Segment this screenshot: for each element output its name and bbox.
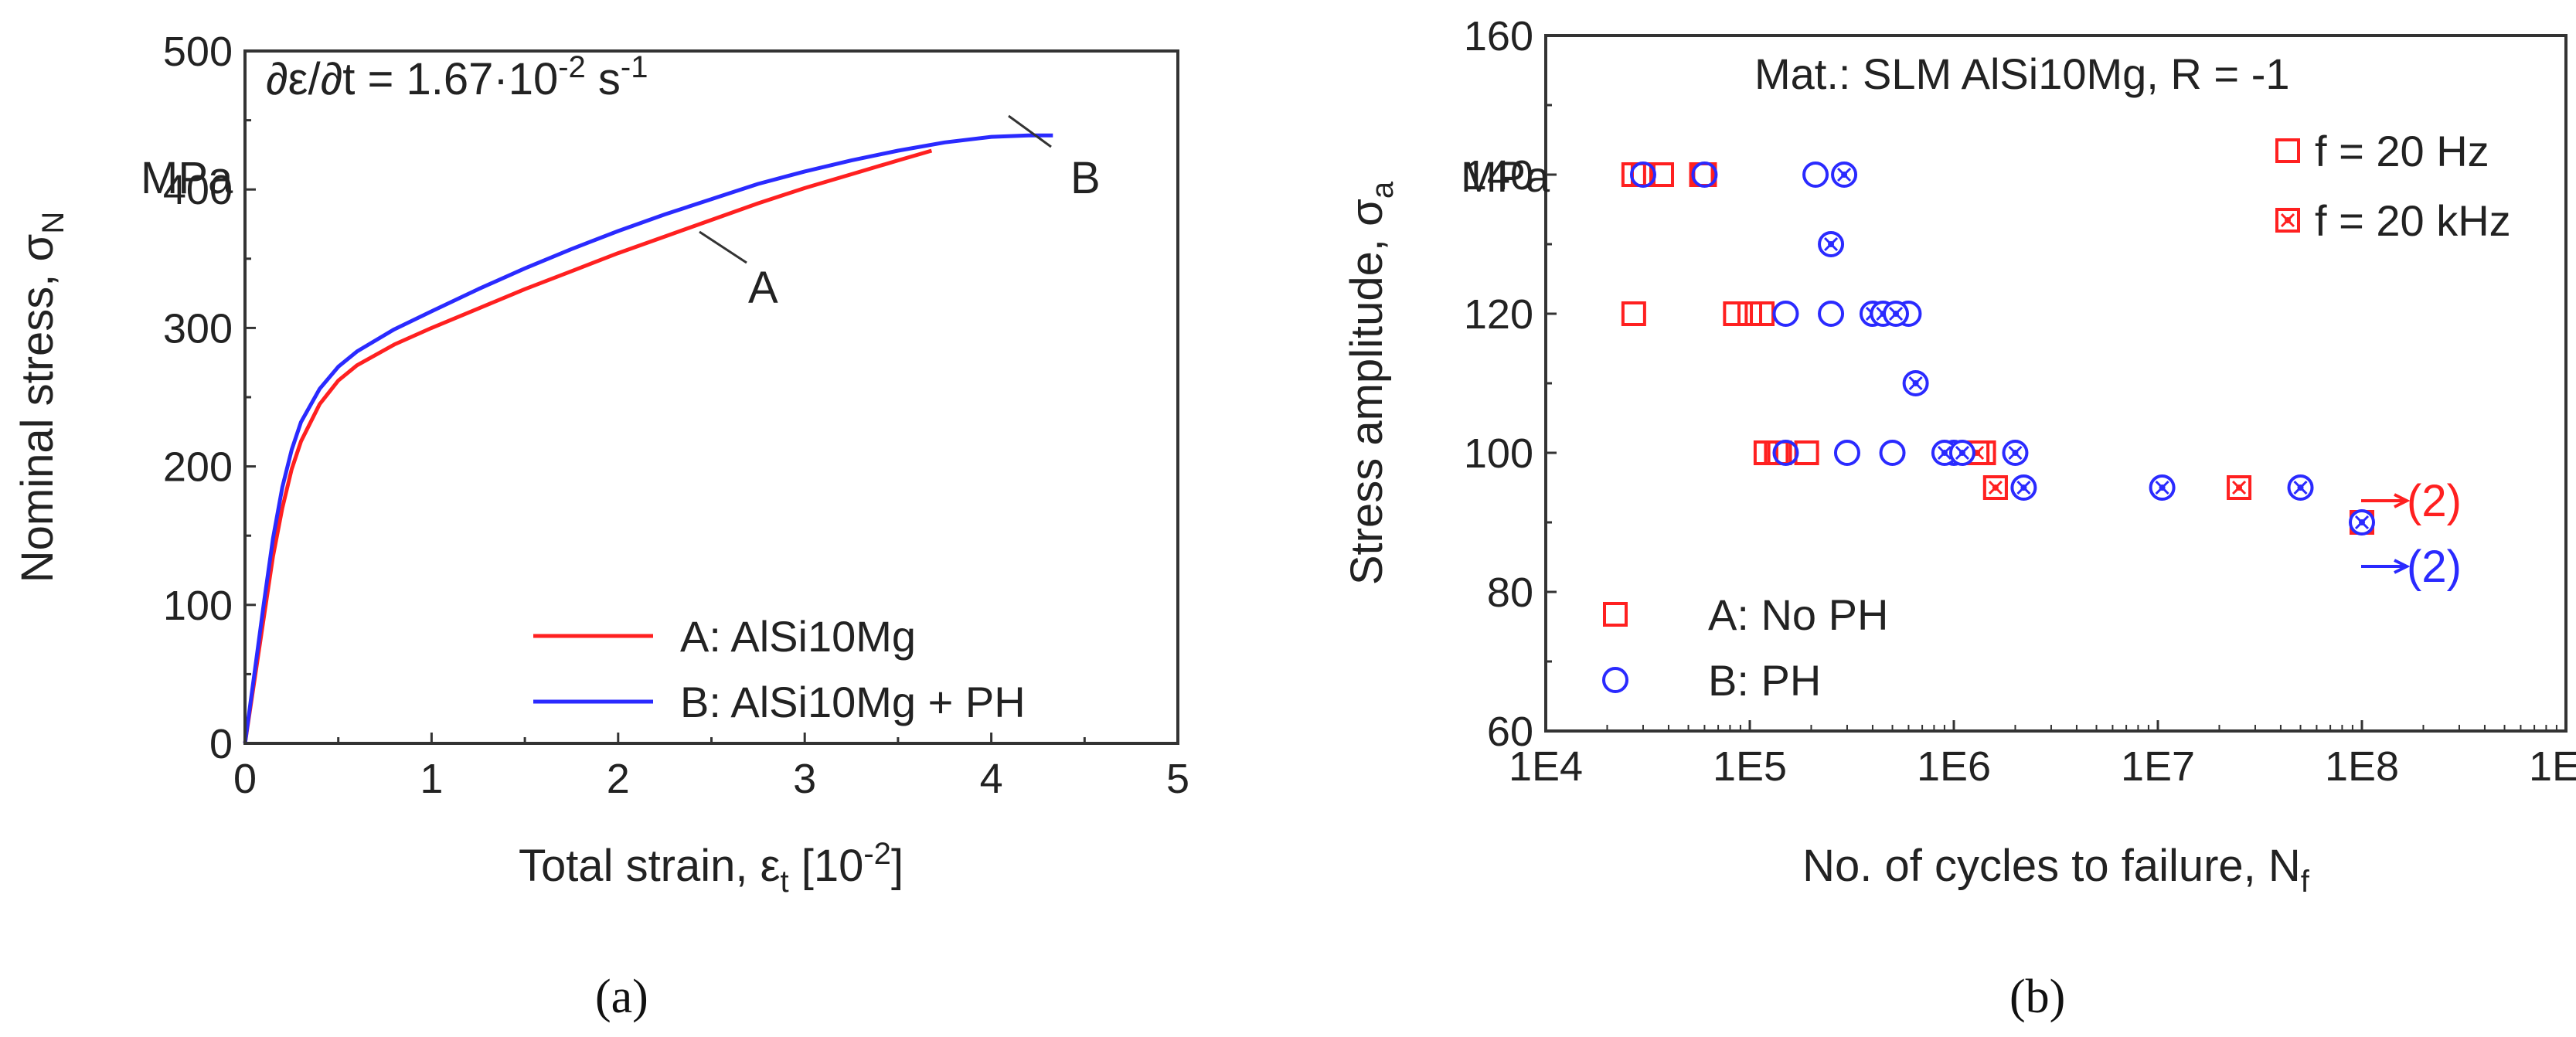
panel-a-x-tick-label: 2 xyxy=(607,756,630,802)
panel-a-y-tick-label: 0 xyxy=(209,721,233,767)
legend-marker-no-ph xyxy=(1603,602,1628,627)
panel-a-x-tick-label: 0 xyxy=(233,756,257,802)
panel-b-x-axis-label: No. of cycles to failure, Nf xyxy=(1802,841,2310,899)
panel-b-x-tick-label: 1E7 xyxy=(2121,743,2195,790)
panel-a-strain-rate-annotation: ∂ε/∂t = 1.67·10-2 s-1 xyxy=(266,50,648,104)
data-point-square xyxy=(1794,440,1819,465)
panel-a-y-axis-label: Nominal stress, σN xyxy=(12,212,70,583)
panel-b-x-tick-label: 1E4 xyxy=(1509,743,1583,790)
panel-b-material-legend: A: No PH B: PH xyxy=(1602,590,1888,705)
data-point-square xyxy=(1621,301,1646,326)
legend-square-icon xyxy=(1603,602,1628,627)
data-point-circle-x xyxy=(2149,474,2176,501)
panel-a-x-tick-label: 5 xyxy=(1166,756,1189,802)
panel-a-y-tick-label: 300 xyxy=(163,305,233,352)
data-point-circle xyxy=(1691,162,1718,188)
data-point-circle xyxy=(1833,440,1860,466)
data-point-circle xyxy=(1772,301,1799,327)
legend-square-open-icon xyxy=(2275,138,2300,163)
series-line-b-alsi10mg-ph xyxy=(243,133,1053,744)
data-point-circle-x xyxy=(2349,509,2375,536)
data-point-circle xyxy=(1818,301,1845,327)
legend-label-20khz: f = 20 kHz xyxy=(2315,196,2511,245)
panel-b-y-tick-label: 120 xyxy=(1464,291,1533,338)
panel-a-x-axis-label: Total strain, εt [10-2] xyxy=(519,837,903,899)
panel-a-y-tick-label: 200 xyxy=(163,444,233,491)
panel-b-y-tick-label: 160 xyxy=(1464,13,1533,60)
panel-b-y-tick-label: 100 xyxy=(1464,430,1533,477)
legend-marker-ph xyxy=(1602,667,1628,693)
panel-b-x-tick-label: 1E9 xyxy=(2529,743,2576,790)
data-point-circle xyxy=(1772,440,1799,466)
legend-marker-20khz xyxy=(2275,208,2300,233)
data-point-circle-x xyxy=(1831,162,1858,188)
data-point-circle-x xyxy=(1902,370,1929,396)
callout-label-a: A xyxy=(748,263,778,313)
panel-a-y-tick-label: 400 xyxy=(163,167,233,213)
caption-b: (b) xyxy=(2009,971,2065,1023)
panel-b-y-tick-label: 60 xyxy=(1487,709,1533,755)
callout-label-b: B xyxy=(1070,153,1101,203)
panel-b-y-unit: MPa xyxy=(1461,152,1550,201)
data-point-circle-x xyxy=(1931,440,1958,466)
panel-a-x-tick-label: 1 xyxy=(420,756,443,802)
panel-a-x-tick-label: 3 xyxy=(793,756,816,802)
panel-b-x-tick-label: 1E5 xyxy=(1713,743,1787,790)
legend-label-a: A: AlSi10Mg xyxy=(680,612,916,661)
panel-b-fatigue-chart: 1E4 1E5 1E6 1E7 1E8 1E9 60 80 100 120 140 160 Mat.… xyxy=(1342,13,2576,1023)
runout-label-red: (2) xyxy=(2407,476,2462,526)
panel-b-material-annotation: Mat.: SLM AlSi10Mg, R = -1 xyxy=(1754,49,2289,98)
data-point-square xyxy=(1649,162,1675,187)
data-point-circle-x xyxy=(2002,440,2029,466)
data-point-square xyxy=(1750,301,1775,326)
data-point-square-x xyxy=(2227,475,2252,500)
data-point-circle-x xyxy=(1948,440,1975,466)
panel-a-tensile-chart: 0 1 2 3 4 5 0 100 200 300 400 500 ∂ε/∂t = 1.67·10-… xyxy=(12,29,1189,1023)
callout-line-a xyxy=(699,230,747,264)
legend-marker-20hz xyxy=(2275,138,2300,163)
runout-arrow-red: (2) xyxy=(2361,476,2462,526)
panel-b-frequency-legend: f = 20 Hz f = 20 kHz xyxy=(2275,127,2511,245)
data-point-square xyxy=(1723,301,1748,326)
panel-a-y-tick-label: 100 xyxy=(163,583,233,629)
legend-label-ph: B: PH xyxy=(1708,656,1821,705)
data-point-circle xyxy=(1879,440,1906,466)
runout-label-blue: (2) xyxy=(2407,542,2462,592)
panel-b-y-tick-label: 140 xyxy=(1464,152,1533,199)
legend-label-20hz: f = 20 Hz xyxy=(2315,127,2489,175)
data-point-square xyxy=(1737,301,1762,326)
data-point-circle-x xyxy=(1818,231,1845,257)
data-point-circle-x xyxy=(2287,474,2314,501)
data-point-circle-x xyxy=(1883,301,1910,327)
panel-a-x-tick-label: 4 xyxy=(980,756,1003,802)
panel-b-y-tick-label: 80 xyxy=(1487,570,1533,616)
panel-b-y-axis-label: Stress amplitude, σa xyxy=(1342,181,1400,585)
panel-a-y-tick-label: 500 xyxy=(163,29,233,75)
panel-a-y-unit: MPa xyxy=(141,153,233,203)
data-point-square-x xyxy=(1982,475,2008,500)
legend-label-no-ph: A: No PH xyxy=(1708,590,1888,639)
legend-circle-icon xyxy=(1602,667,1628,693)
runout-arrow-blue: (2) xyxy=(2361,542,2462,592)
callout-line-b xyxy=(1008,114,1052,148)
panel-b-x-tick-label: 1E6 xyxy=(1917,743,1991,790)
legend-label-b: B: AlSi10Mg + PH xyxy=(680,678,1026,726)
panel-b-x-tick-label: 1E8 xyxy=(2325,743,2399,790)
data-point-circle-x xyxy=(2010,474,2037,501)
caption-a: (a) xyxy=(595,971,648,1023)
data-point-circle xyxy=(1802,162,1829,188)
legend-square-cross-icon xyxy=(2275,208,2300,233)
panel-a-legend: A: AlSi10Mg B: AlSi10Mg + PH xyxy=(533,612,1026,726)
data-point-circle xyxy=(1629,162,1656,188)
series-line-a-alsi10mg xyxy=(243,148,933,744)
